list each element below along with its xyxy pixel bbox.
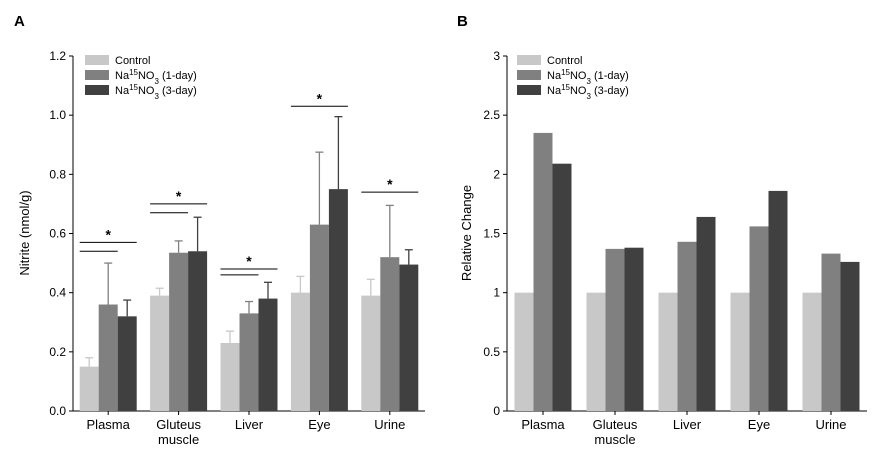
x-tick-label: muscle — [158, 432, 199, 447]
significance-star: * — [105, 226, 111, 242]
legend-swatch — [517, 70, 541, 80]
x-tick-label: Gluteus — [156, 417, 201, 432]
y-tick-label: 1.2 — [49, 49, 66, 63]
bar — [258, 298, 278, 411]
bar — [309, 224, 329, 411]
y-tick-label: 2.5 — [483, 108, 500, 122]
legend-swatch — [85, 85, 109, 95]
y-tick-label: 0.8 — [49, 167, 66, 181]
legend-swatch — [517, 85, 541, 95]
x-tick-label: Plasma — [521, 417, 565, 432]
legend-swatch — [85, 70, 109, 80]
x-tick-label: Gluteus — [593, 417, 638, 432]
bar — [380, 257, 400, 411]
legend-label: Na15NO3 (1-day) — [115, 68, 197, 86]
x-tick-label: Liver — [673, 417, 702, 432]
bar — [533, 132, 553, 411]
significance-star: * — [317, 90, 323, 106]
bar — [677, 241, 697, 411]
bar — [169, 252, 189, 411]
bar — [840, 261, 860, 411]
x-tick-label: Eye — [748, 417, 770, 432]
bar — [624, 247, 644, 411]
bar — [658, 292, 678, 411]
legend-label: Control — [547, 55, 582, 67]
x-tick-label: Eye — [308, 417, 330, 432]
bar — [220, 342, 240, 411]
bar — [79, 366, 99, 411]
bar — [586, 292, 606, 411]
bar — [696, 216, 716, 411]
significance-star: * — [387, 176, 393, 192]
bar — [328, 189, 348, 411]
y-tick-label: 0 — [493, 404, 500, 418]
bar — [768, 190, 788, 411]
panel-b-label: B — [457, 13, 468, 30]
bar — [239, 313, 259, 411]
x-tick-label: Urine — [815, 417, 846, 432]
bar — [514, 292, 534, 411]
bar — [730, 292, 750, 411]
x-tick-label: Plasma — [87, 417, 131, 432]
x-tick-label: Urine — [374, 417, 405, 432]
y-tick-label: 1.5 — [483, 227, 500, 241]
bar — [117, 316, 137, 411]
legend-label: Control — [115, 55, 150, 67]
y-tick-label: 3 — [493, 49, 500, 63]
panel-a-plot: 0.0 0.2 0.4 0.6 0.8 1.0 1.2 Plasma * Gluteusmuscl… — [49, 49, 425, 447]
bar — [749, 226, 769, 411]
bar — [605, 248, 625, 411]
bar — [98, 304, 118, 411]
y-tick-label: 1.0 — [49, 108, 66, 122]
bar — [552, 163, 572, 411]
bar — [802, 292, 822, 411]
panel-b-y-axis-label: Relative Change — [459, 185, 474, 281]
y-tick-label: 0.5 — [483, 345, 500, 359]
y-tick-label: 0.0 — [49, 404, 66, 418]
bar — [361, 295, 381, 411]
bar — [188, 251, 208, 411]
significance-star: * — [176, 188, 182, 204]
bar — [150, 295, 170, 411]
legend-label: Na15NO3 (3-day) — [115, 83, 197, 101]
y-tick-label: 0.4 — [49, 286, 66, 300]
bar — [399, 264, 419, 411]
y-tick-label: 0.6 — [49, 227, 66, 241]
bar — [290, 292, 310, 411]
y-tick-label: 0.2 — [49, 345, 66, 359]
legend-label: Na15NO3 (1-day) — [547, 68, 629, 86]
x-tick-label: Liver — [235, 417, 264, 432]
x-tick-label: muscle — [594, 432, 635, 447]
panel-a-label: A — [14, 13, 25, 30]
significance-star: * — [246, 253, 252, 269]
y-tick-label: 1 — [493, 286, 500, 300]
panel-a-y-axis-label: Nitrite (nmol/g) — [17, 190, 32, 275]
legend-swatch — [517, 55, 541, 65]
legend-swatch — [85, 55, 109, 65]
y-tick-label: 2 — [493, 167, 500, 181]
bar — [821, 253, 841, 411]
